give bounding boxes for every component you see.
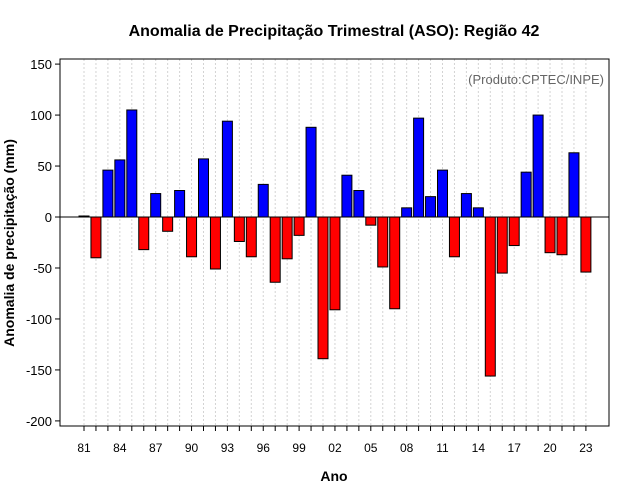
bar-2004	[353, 190, 365, 218]
y-tick-label: -50	[33, 261, 52, 276]
x-tick-label: 81	[77, 441, 91, 455]
x-tick-label: 90	[185, 441, 199, 455]
bar-2023	[580, 216, 592, 273]
bar-1984	[114, 159, 126, 218]
x-tick-label: 99	[292, 441, 306, 455]
bar-2021	[556, 216, 568, 256]
y-tick-label: 150	[30, 57, 52, 72]
bar-2007	[389, 216, 401, 310]
bar-1998	[281, 216, 293, 260]
x-tick-label: 05	[364, 441, 378, 455]
bar-2018	[520, 171, 532, 218]
bar-2012	[448, 216, 460, 258]
bar-1982	[90, 216, 102, 259]
bar-2022	[568, 152, 580, 218]
bar-2010	[425, 196, 437, 218]
bar-2005	[365, 216, 377, 226]
bar-1986	[138, 216, 150, 251]
x-tick-label: 96	[257, 441, 271, 455]
bar-1997	[269, 216, 281, 283]
bar-1999	[293, 216, 305, 236]
x-tick-label: 84	[113, 441, 127, 455]
bar-2006	[377, 216, 389, 268]
bar-1985	[126, 109, 138, 218]
bar-2014	[472, 207, 484, 218]
x-axis-title: Ano	[320, 468, 347, 484]
bar-1983	[102, 169, 114, 218]
bars	[78, 109, 592, 377]
bar-2019	[532, 114, 544, 218]
x-tick-label: 02	[328, 441, 342, 455]
x-tick-label: 93	[221, 441, 235, 455]
y-tick-label: -200	[26, 414, 52, 429]
bar-1989	[174, 190, 186, 218]
x-tick-label: 23	[579, 441, 593, 455]
bar-1996	[257, 183, 269, 218]
y-axis: -200 -150 -100 -50 0 50 100 150	[26, 57, 60, 429]
bar-1995	[245, 216, 257, 258]
y-tick-label: -100	[26, 312, 52, 327]
bar-2016	[496, 216, 508, 274]
bar-1991	[198, 158, 209, 218]
x-tick-label: 08	[400, 441, 414, 455]
bar-1987	[150, 193, 162, 218]
x-tick-label: 20	[543, 441, 557, 455]
x-tick-label: 11	[436, 441, 449, 455]
chart-title: Anomalia de Precipitação Trimestral (ASO…	[129, 23, 540, 40]
x-tick-label: 87	[149, 441, 163, 455]
bar-2015	[484, 216, 496, 377]
bar-2009	[413, 117, 425, 218]
source-annotation: (Produto:CPTEC/INPE)	[468, 72, 604, 87]
y-tick-label: -150	[26, 363, 52, 378]
bar-1993	[221, 120, 233, 218]
bar-2017	[508, 216, 520, 247]
y-tick-label: 100	[30, 108, 52, 123]
x-tick-label: 14	[472, 441, 486, 455]
bar-1990	[186, 216, 198, 258]
y-axis-title: Anomalia de precipitação (mm)	[1, 139, 17, 347]
x-axis: 81 84 87 90 93 96 99 02 05 08 11 14 17 20 23	[77, 426, 593, 455]
bar-2003	[341, 174, 353, 218]
y-tick-label: 50	[38, 159, 52, 174]
x-tick-label: 17	[508, 441, 522, 455]
bar-2000	[305, 126, 317, 218]
bar-2020	[544, 216, 556, 254]
bar-2001	[317, 216, 329, 360]
bar-1988	[162, 216, 174, 232]
bar-2011	[437, 169, 448, 218]
bar-1994	[233, 216, 245, 242]
bar-2002	[329, 216, 341, 311]
grid-lines	[83, 59, 587, 426]
y-tick-label: 0	[45, 210, 52, 225]
bar-2008	[401, 207, 413, 218]
bar-2013	[460, 193, 472, 218]
bar-1992	[209, 216, 221, 270]
